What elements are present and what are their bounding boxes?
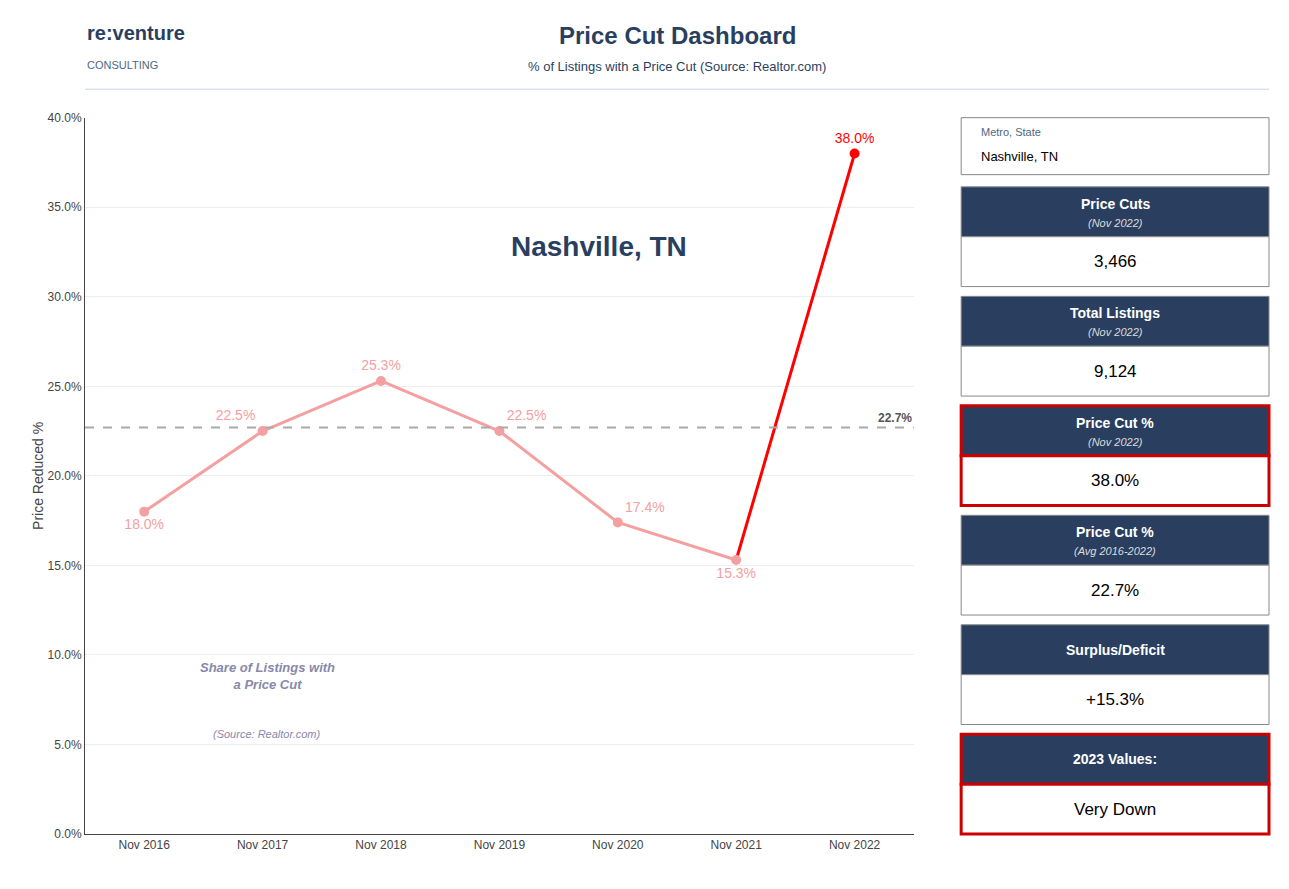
svg-text:10.0%: 10.0%: [48, 648, 82, 662]
svg-text:Nov 2017: Nov 2017: [237, 838, 289, 852]
svg-text:Surplus/Deficit: Surplus/Deficit: [1066, 642, 1165, 658]
svg-text:Metro, State: Metro, State: [981, 126, 1041, 138]
svg-text:(Nov 2022): (Nov 2022): [1088, 326, 1143, 338]
svg-text:35.0%: 35.0%: [48, 200, 82, 214]
svg-text:9,124: 9,124: [1094, 362, 1137, 381]
svg-text:18.0%: 18.0%: [124, 516, 164, 532]
svg-text:25.0%: 25.0%: [48, 380, 82, 394]
svg-text:Nov 2021: Nov 2021: [711, 838, 763, 852]
svg-text:15.3%: 15.3%: [716, 565, 756, 581]
svg-text:22.5%: 22.5%: [216, 407, 256, 423]
svg-text:CONSULTING: CONSULTING: [87, 59, 158, 71]
svg-text:Very Down: Very Down: [1074, 800, 1156, 819]
svg-text:Nov 2016: Nov 2016: [119, 838, 171, 852]
svg-text:Price Cut %: Price Cut %: [1076, 415, 1154, 431]
svg-text:25.3%: 25.3%: [361, 357, 401, 373]
svg-text:15.0%: 15.0%: [48, 559, 82, 573]
svg-text:re:venture: re:venture: [87, 22, 185, 44]
svg-text:Nashville, TN: Nashville, TN: [981, 149, 1058, 164]
svg-text:3,466: 3,466: [1094, 252, 1137, 271]
svg-text:22.7%: 22.7%: [1091, 581, 1139, 600]
svg-text:22.7%: 22.7%: [878, 411, 912, 425]
svg-text:(Source: Realtor.com): (Source: Realtor.com): [213, 728, 321, 740]
svg-text:Price Cut %: Price Cut %: [1076, 524, 1154, 540]
svg-text:30.0%: 30.0%: [48, 290, 82, 304]
svg-text:Nov 2022: Nov 2022: [829, 838, 881, 852]
svg-text:5.0%: 5.0%: [54, 738, 82, 752]
svg-text:+15.3%: +15.3%: [1086, 690, 1144, 709]
svg-text:(Avg 2016-2022): (Avg 2016-2022): [1074, 545, 1156, 557]
svg-text:Share of Listings witha Price: Share of Listings witha Price Cut: [200, 660, 335, 692]
svg-text:38.0%: 38.0%: [1091, 471, 1139, 490]
svg-text:0.0%: 0.0%: [54, 827, 82, 841]
svg-text:Nov 2019: Nov 2019: [474, 838, 526, 852]
svg-text:Price Cut Dashboard: Price Cut Dashboard: [559, 22, 796, 49]
svg-text:38.0%: 38.0%: [835, 130, 875, 146]
svg-text:17.4%: 17.4%: [625, 499, 665, 515]
svg-text:40.0%: 40.0%: [48, 111, 82, 125]
svg-text:% of Listings with a Price Cut: % of Listings with a Price Cut (Source: …: [528, 59, 826, 74]
svg-text:Nov 2020: Nov 2020: [592, 838, 644, 852]
svg-text:20.0%: 20.0%: [48, 469, 82, 483]
svg-text:Nov 2018: Nov 2018: [355, 838, 407, 852]
svg-text:22.5%: 22.5%: [507, 407, 547, 423]
svg-text:(Nov 2022): (Nov 2022): [1088, 436, 1143, 448]
svg-text:2023 Values:: 2023 Values:: [1073, 751, 1157, 767]
svg-text:Price Cuts: Price Cuts: [1081, 196, 1150, 212]
svg-text:(Nov 2022): (Nov 2022): [1088, 217, 1143, 229]
svg-text:Price Reduced %: Price Reduced %: [30, 422, 46, 530]
svg-text:Nashville, TN: Nashville, TN: [511, 231, 687, 262]
svg-text:Total Listings: Total Listings: [1070, 305, 1160, 321]
